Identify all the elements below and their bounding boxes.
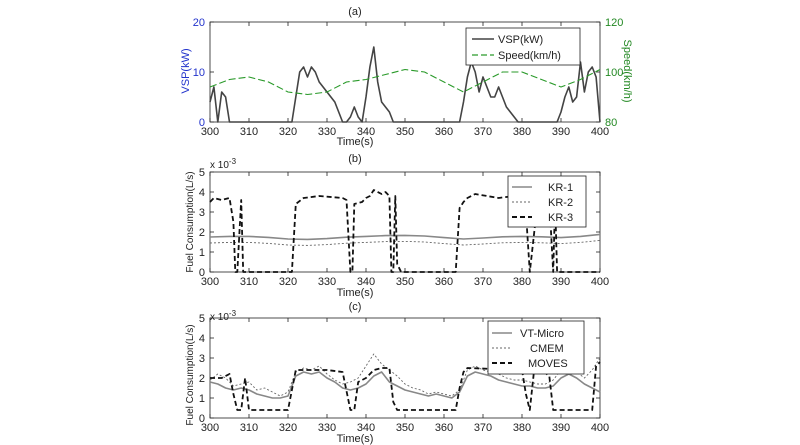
panel-a-xtick-label: 380 (513, 126, 531, 138)
panel-c-xlabel: Time(s) (337, 433, 374, 445)
panel-a-xtick-label: 310 (240, 126, 258, 138)
panel-c-xtick-label: 320 (279, 422, 297, 434)
panel-c-series-vt-micro (209, 371, 601, 399)
panel-b-ytick-label: 4 (199, 187, 205, 199)
panel-b-xtick-label: 320 (279, 276, 297, 288)
panel-b-ytick-label: 0 (199, 267, 205, 279)
panel-b-xtick-label: 310 (240, 276, 258, 288)
panel-a-xtick-label: 300 (201, 126, 219, 138)
panel-a-xtick-label: 400 (591, 126, 609, 138)
panel-b-ytick-label: 2 (199, 227, 205, 239)
panel-c-ytick-label: 2 (199, 373, 205, 385)
panel-b-exponent: x 10-3 (210, 157, 237, 171)
panel-a-legend: VSP(kW) Speed(km/h) (465, 27, 581, 66)
panel-a-ytick-label: 20 (193, 17, 205, 29)
panel-a-y2tick-label: 100 (605, 67, 623, 79)
panel-a-xtick-label: 370 (474, 126, 492, 138)
panel-c-xtick-label: 360 (435, 422, 453, 434)
panel-c-xtick-label: 340 (357, 422, 375, 434)
panel-c-exponent-base: x 10 (210, 312, 229, 323)
panel-b-xtick-label: 390 (552, 276, 570, 288)
panel-a-xtick-label: 390 (552, 126, 570, 138)
panel-c-series-cmem (209, 353, 601, 397)
panel-a-series-speed-km-h- (209, 68, 601, 96)
panel-c-exponent-power: -3 (229, 309, 237, 318)
panel-b-xtick-label: 340 (357, 276, 375, 288)
panel-c-xtick-label: 380 (513, 422, 531, 434)
panel-a-ytick-label: 10 (193, 67, 205, 79)
panel-c-ytick-label: 1 (199, 393, 205, 405)
panel-a-xlabel: Time(s) (337, 136, 374, 148)
panel-c-ytick-label: 0 (199, 413, 205, 425)
panel-c-legend-label-vt: VT-Micro (520, 328, 564, 340)
panel-c-xtick-label: 400 (591, 422, 609, 434)
panel-b-legend-label-kr3: KR-3 (548, 212, 573, 224)
panel-c: (c) x 10-3 300 310 320 330 340 350 360 370 380 39… (185, 301, 609, 445)
panel-c-xtick-label: 370 (474, 422, 492, 434)
panel-b-xlabel: Time(s) (337, 287, 374, 299)
panel-b: (b) x 10-3 300 310 320 330 340 350 360 370 380 39… (185, 153, 609, 299)
panel-c-xtick-label: 300 (201, 422, 219, 434)
panel-a-y2tick-label: 80 (605, 117, 617, 129)
panel-b-exponent-base: x 10 (210, 160, 229, 171)
panel-b-xtick-label: 400 (591, 276, 609, 288)
panel-b-label: (b) (348, 153, 361, 165)
panel-a-xtick-label: 320 (279, 126, 297, 138)
panel-c-plot: 300 310 320 330 340 350 360 370 380 390 400 0 1 2 3 4 5 (199, 313, 609, 434)
panel-a-ylabel: VSP(kW) (180, 48, 192, 93)
panel-a-xtick-label: 340 (357, 126, 375, 138)
panel-a-y2label: Speed(km/h) (621, 40, 633, 103)
panel-a: (a) 300 310 320 330 340 350 360 370 380 390 400 0 10… (180, 6, 633, 148)
panel-b-ytick-label: 1 (199, 247, 205, 259)
panel-a-series-vsp-kw- (209, 46, 601, 123)
panel-b-xtick-label: 360 (435, 276, 453, 288)
panel-a-xtick-label: 360 (435, 126, 453, 138)
panel-b-xtick-label: 330 (318, 276, 336, 288)
panel-a-legend-label-vsp: VSP(kW) (498, 34, 543, 46)
panel-b-xtick-label: 370 (474, 276, 492, 288)
panel-b-legend-label-kr1: KR-1 (548, 182, 573, 194)
panel-b-exponent-power: -3 (229, 157, 237, 166)
panel-b-series-kr-3 (209, 189, 600, 273)
panel-b-ytick-label: 5 (199, 167, 205, 179)
panel-c-ylabel: Fuel Consumption(L/s) (185, 324, 196, 425)
panel-c-xtick-label: 390 (552, 422, 570, 434)
panel-c-xtick-label: 350 (396, 422, 414, 434)
panel-c-ytick-label: 3 (199, 353, 205, 365)
panel-c-ytick-label: 5 (199, 313, 205, 325)
panel-b-ylabel: Fuel Consumption(L/s) (185, 171, 196, 272)
panel-b-legend-label-kr2: KR-2 (548, 197, 573, 209)
panel-a-y2tick-label: 120 (605, 17, 623, 29)
panel-b-series-kr-1 (209, 233, 601, 241)
panel-c-exponent: x 10-3 (210, 309, 237, 323)
panel-c-legend-label-moves: MOVES (528, 358, 568, 370)
panel-b-legend-box (507, 175, 587, 228)
panel-a-ytick-label: 0 (199, 117, 205, 129)
panel-b-ytick-label: 3 (199, 207, 205, 219)
panel-c-xtick-label: 310 (240, 422, 258, 434)
panel-c-legend-label-cmem: CMEM (530, 343, 564, 355)
panel-b-legend: KR-1 KR-2 KR-3 (507, 175, 587, 228)
panel-c-legend: VT-Micro CMEM MOVES (487, 320, 585, 375)
panel-c-label: (c) (349, 301, 362, 313)
panel-b-xtick-label: 350 (396, 276, 414, 288)
panel-a-plot: 300 310 320 330 340 350 360 370 380 390 400 0 10 20 80… (193, 17, 624, 138)
panel-c-ytick-label: 4 (199, 333, 205, 345)
panel-a-label: (a) (348, 6, 361, 18)
panel-b-xtick-label: 380 (513, 276, 531, 288)
panel-a-legend-label-speed: Speed(km/h) (498, 50, 561, 62)
panel-c-xtick-label: 330 (318, 422, 336, 434)
panel-b-series-kr-2 (209, 239, 601, 246)
panel-b-plot: 300 310 320 330 340 350 360 370 380 390 400 0 1 2 3 4 5 (199, 167, 609, 288)
panel-a-legend-box (465, 27, 581, 66)
panel-a-xtick-label: 330 (318, 126, 336, 138)
panel-b-xtick-label: 300 (201, 276, 219, 288)
panel-a-xtick-label: 350 (396, 126, 414, 138)
